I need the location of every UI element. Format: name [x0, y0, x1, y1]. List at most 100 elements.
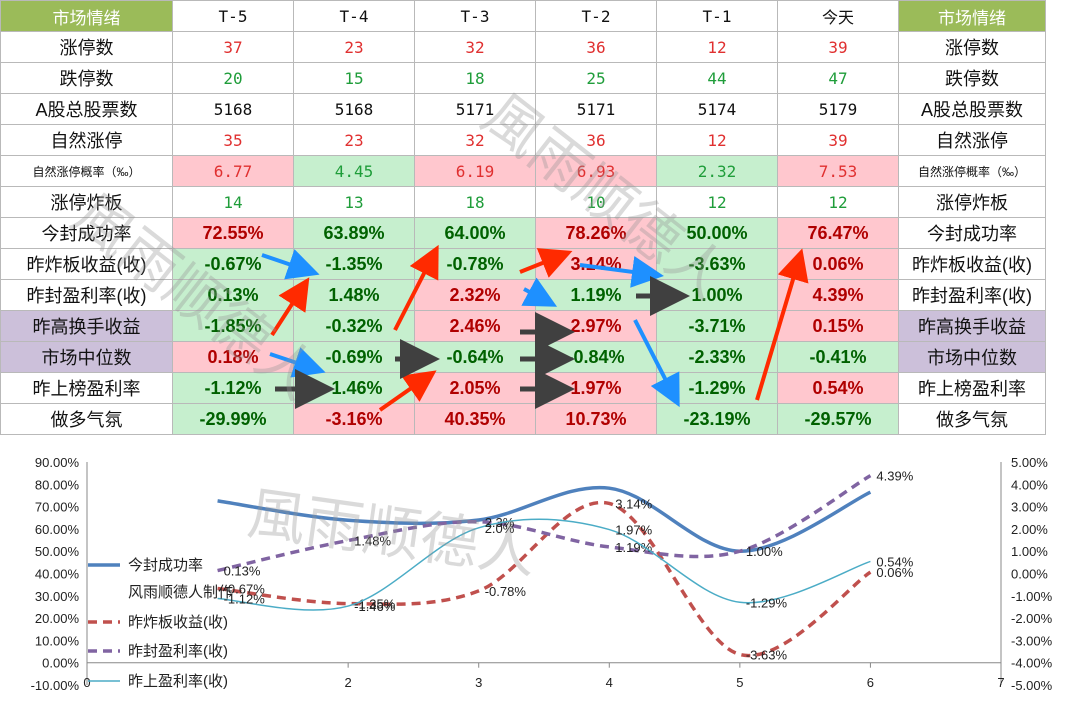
table-cell[interactable]: 78.26% [535, 217, 657, 249]
table-cell[interactable]: 25 [535, 62, 657, 94]
column-header[interactable]: T-2 [535, 0, 657, 32]
table-cell[interactable]: 0.18% [172, 341, 294, 373]
table-cell[interactable]: 6.19 [414, 155, 536, 187]
table-cell[interactable]: 76.47% [777, 217, 899, 249]
table-cell[interactable]: 0.13% [172, 279, 294, 311]
table-cell[interactable]: 72.55% [172, 217, 294, 249]
table-cell[interactable]: 14 [172, 186, 294, 218]
row-label-right[interactable]: 昨封盈利率(收) [898, 279, 1046, 311]
table-cell[interactable]: 15 [293, 62, 415, 94]
row-label[interactable]: 涨停数 [0, 31, 173, 63]
table-cell[interactable]: -29.99% [172, 403, 294, 435]
table-cell[interactable]: -1.35% [293, 248, 415, 280]
row-label[interactable]: 自然涨停概率（‰） [0, 155, 173, 187]
table-cell[interactable]: 1.48% [293, 279, 415, 311]
row-label[interactable]: 做多气氛 [0, 403, 173, 435]
table-cell[interactable]: 23 [293, 124, 415, 156]
table-cell[interactable]: -0.78% [414, 248, 536, 280]
table-cell[interactable]: 63.89% [293, 217, 415, 249]
table-cell[interactable]: 13 [293, 186, 415, 218]
table-cell[interactable]: -0.84% [535, 341, 657, 373]
row-label-right[interactable]: 昨上榜盈利率 [898, 372, 1046, 404]
table-cell[interactable]: -3.16% [293, 403, 415, 435]
table-cell[interactable]: -0.64% [414, 341, 536, 373]
table-cell[interactable]: 1.00% [656, 279, 778, 311]
table-cell[interactable]: 5168 [172, 93, 294, 125]
row-label[interactable]: 市场中位数 [0, 341, 173, 373]
row-label-right[interactable]: A股总股票数 [898, 93, 1046, 125]
table-cell[interactable]: 12 [656, 124, 778, 156]
table-cell[interactable]: -3.63% [656, 248, 778, 280]
table-cell[interactable]: 18 [414, 62, 536, 94]
table-cell[interactable]: -0.69% [293, 341, 415, 373]
table-cell[interactable]: 2.32 [656, 155, 778, 187]
table-cell[interactable]: -29.57% [777, 403, 899, 435]
row-label-right[interactable]: 做多气氛 [898, 403, 1046, 435]
row-label[interactable]: 昨上榜盈利率 [0, 372, 173, 404]
table-cell[interactable]: 1.19% [535, 279, 657, 311]
table-cell[interactable]: -1.85% [172, 310, 294, 342]
table-cell[interactable]: 20 [172, 62, 294, 94]
table-cell[interactable]: 7.53 [777, 155, 899, 187]
column-header[interactable]: T-5 [172, 0, 294, 32]
table-cell[interactable]: 10.73% [535, 403, 657, 435]
table-cell[interactable]: -23.19% [656, 403, 778, 435]
table-cell[interactable]: 36 [535, 124, 657, 156]
row-label[interactable]: 昨高换手收益 [0, 310, 173, 342]
table-cell[interactable]: 6.93 [535, 155, 657, 187]
row-label-right[interactable]: 昨高换手收益 [898, 310, 1046, 342]
table-cell[interactable]: -0.41% [777, 341, 899, 373]
table-cell[interactable]: 35 [172, 124, 294, 156]
table-cell[interactable]: 40.35% [414, 403, 536, 435]
row-label-right[interactable]: 自然涨停 [898, 124, 1046, 156]
row-label[interactable]: 昨封盈利率(收) [0, 279, 173, 311]
column-header[interactable]: T-4 [293, 0, 415, 32]
row-label-right[interactable]: 市场中位数 [898, 341, 1046, 373]
table-cell[interactable]: 2.97% [535, 310, 657, 342]
table-cell[interactable]: 5168 [293, 93, 415, 125]
table-cell[interactable]: 44 [656, 62, 778, 94]
column-header[interactable]: T-3 [414, 0, 536, 32]
table-cell[interactable]: 2.32% [414, 279, 536, 311]
table-cell[interactable]: -0.67% [172, 248, 294, 280]
table-cell[interactable]: -2.33% [656, 341, 778, 373]
table-cell[interactable]: 5174 [656, 93, 778, 125]
table-cell[interactable]: 0.15% [777, 310, 899, 342]
row-label-right[interactable]: 今封成功率 [898, 217, 1046, 249]
table-cell[interactable]: 4.45 [293, 155, 415, 187]
row-label[interactable]: 今封成功率 [0, 217, 173, 249]
column-header[interactable]: T-1 [656, 0, 778, 32]
table-cell[interactable]: 39 [777, 124, 899, 156]
table-cell[interactable]: 64.00% [414, 217, 536, 249]
table-cell[interactable]: 5179 [777, 93, 899, 125]
table-cell[interactable]: 2.46% [414, 310, 536, 342]
table-cell[interactable]: -3.71% [656, 310, 778, 342]
table-cell[interactable]: -1.12% [172, 372, 294, 404]
table-cell[interactable]: 32 [414, 31, 536, 63]
table-cell[interactable]: 0.06% [777, 248, 899, 280]
table-cell[interactable]: -1.29% [656, 372, 778, 404]
table-cell[interactable]: 37 [172, 31, 294, 63]
row-label-right[interactable]: 涨停炸板 [898, 186, 1046, 218]
table-cell[interactable]: 50.00% [656, 217, 778, 249]
table-cell[interactable]: 36 [535, 31, 657, 63]
table-cell[interactable]: 32 [414, 124, 536, 156]
row-label[interactable]: 涨停炸板 [0, 186, 173, 218]
table-cell[interactable]: 12 [656, 31, 778, 63]
table-cell[interactable]: -0.32% [293, 310, 415, 342]
column-header[interactable]: 今天 [777, 0, 899, 32]
table-cell[interactable]: 0.54% [777, 372, 899, 404]
table-cell[interactable]: 18 [414, 186, 536, 218]
row-label[interactable]: A股总股票数 [0, 93, 173, 125]
row-label[interactable]: 昨炸板收益(收) [0, 248, 173, 280]
table-cell[interactable]: 39 [777, 31, 899, 63]
table-cell[interactable]: 6.77 [172, 155, 294, 187]
header-left[interactable]: 市场情绪 [0, 0, 173, 32]
table-cell[interactable]: 12 [777, 186, 899, 218]
row-label[interactable]: 跌停数 [0, 62, 173, 94]
table-cell[interactable]: 1.97% [535, 372, 657, 404]
header-right[interactable]: 市场情绪 [898, 0, 1046, 32]
row-label[interactable]: 自然涨停 [0, 124, 173, 156]
row-label-right[interactable]: 涨停数 [898, 31, 1046, 63]
table-cell[interactable]: 12 [656, 186, 778, 218]
